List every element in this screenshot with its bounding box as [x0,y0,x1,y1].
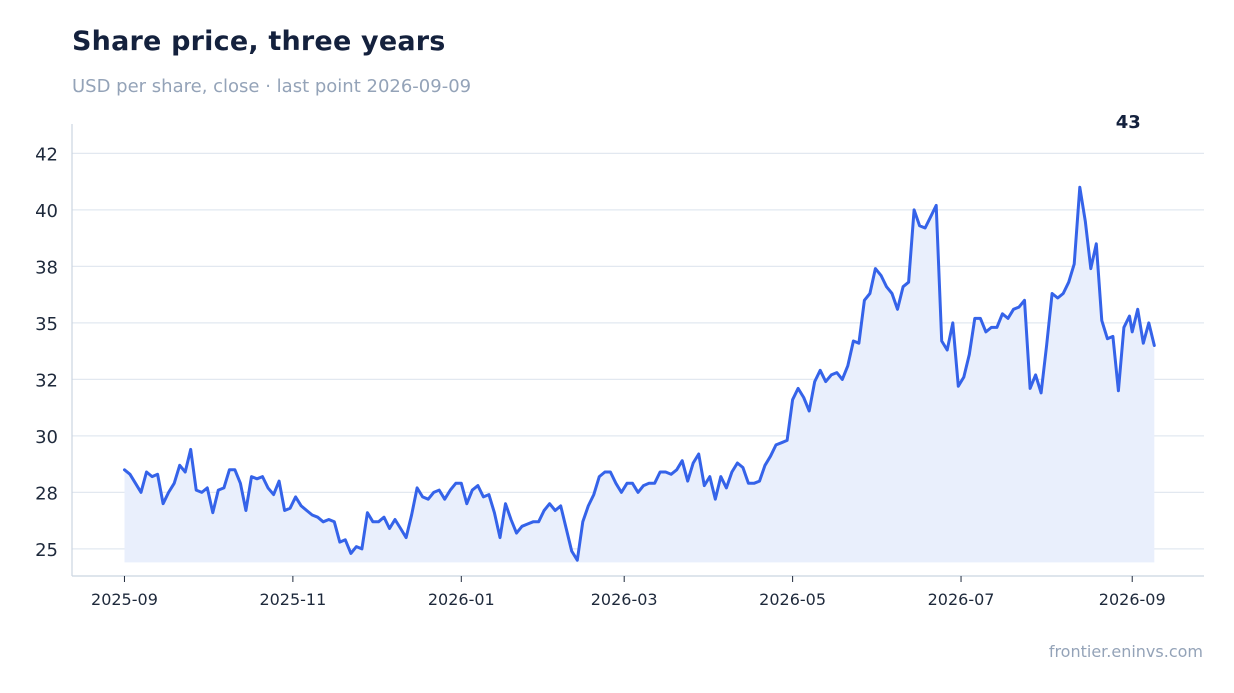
x-tick-label: 2026-03 [591,590,658,609]
source-footer: frontier.eninvs.com [1048,642,1203,661]
x-tick-label: 2025-11 [259,590,326,609]
x-tick-label: 2026-09 [1099,590,1166,609]
x-tick-label: 2026-07 [928,590,995,609]
y-tick-label: 28 [35,483,58,504]
y-tick-label: 32 [35,370,58,391]
y-tick-label: 25 [35,540,58,561]
y-tick-label: 38 [35,257,58,278]
y-tick-label: 40 [35,201,58,222]
chart-title: Share price, three years [72,26,446,57]
x-tick-label: 2025-09 [91,590,158,609]
y-tick-label: 30 [35,427,58,448]
series-line [123,185,1156,562]
axes [71,124,1204,582]
series-line-group [123,185,1156,562]
x-tick-label: 2026-01 [428,590,495,609]
x-tick-label: 2026-05 [759,590,826,609]
y-tick-label: 35 [35,314,58,335]
area-fill-group [124,187,1155,563]
chart-subtitle: USD per share, close · last point 2026-0… [72,76,472,97]
y-tick-label: 42 [35,144,58,165]
x-tick-labels: 2025-09 2025-11 2026-01 2026-03 2026-05 2026-… [91,590,1166,609]
y-tick-labels: 25 28 30 32 35 38 40 42 [35,144,58,561]
series-area [124,187,1155,563]
last-value-label: 43 [1116,112,1141,133]
